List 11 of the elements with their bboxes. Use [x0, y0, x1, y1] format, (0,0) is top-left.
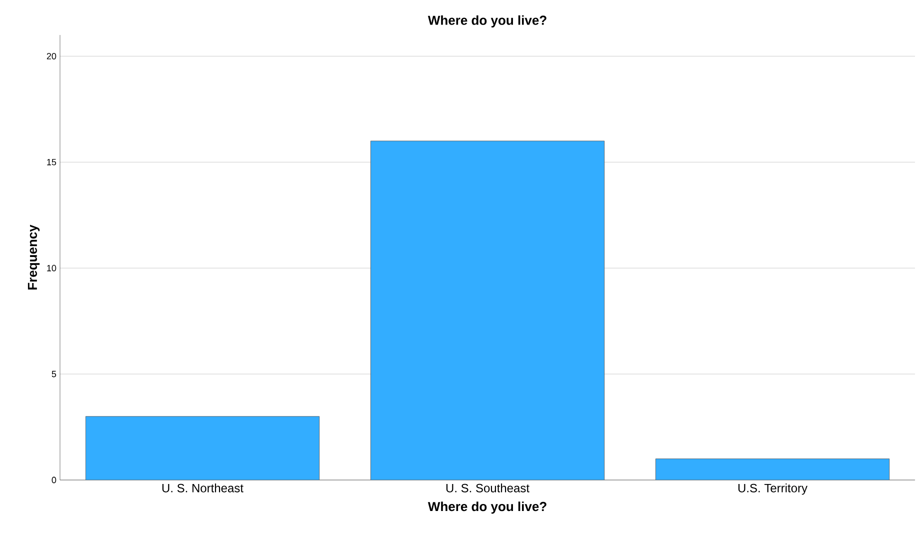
chart-title: Where do you live? — [428, 15, 546, 28]
x-tick-label: U. S. Northeast — [162, 484, 244, 492]
y-tick-label: 0 — [52, 476, 56, 484]
y-tick-label: 15 — [47, 158, 56, 166]
y-tick-label: 10 — [47, 264, 56, 272]
y-tick-label: 20 — [46, 52, 56, 60]
y-axis-title: Frequency — [28, 224, 40, 290]
x-tick-label: U.S. Territory — [738, 484, 808, 495]
x-tick-label: U. S. Southeast — [446, 484, 530, 492]
y-tick-label: 5 — [52, 370, 56, 378]
x-axis-title: Where do you live? — [428, 502, 546, 514]
